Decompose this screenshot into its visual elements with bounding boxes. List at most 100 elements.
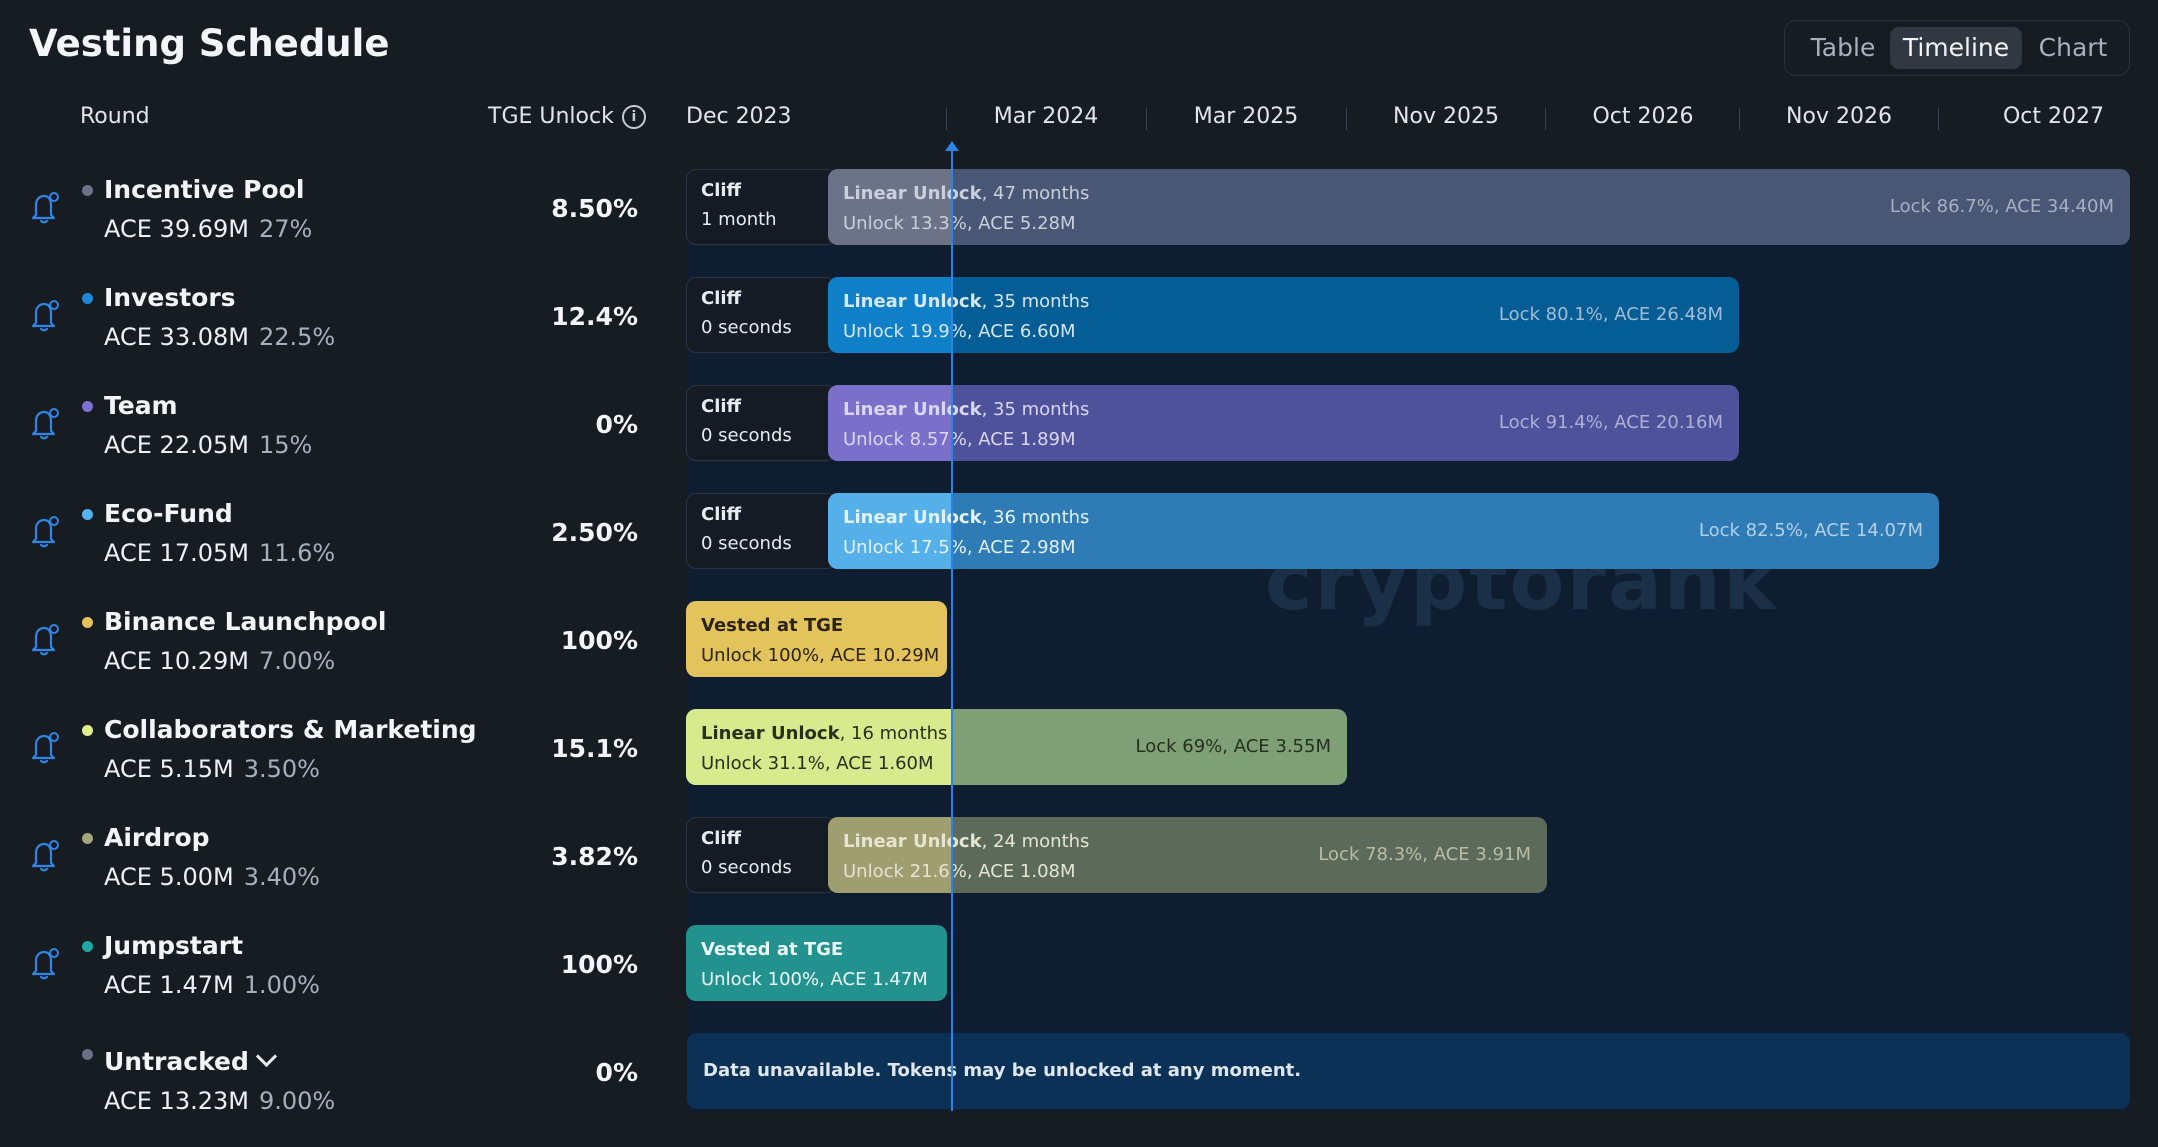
round-name: Binance Launchpool (104, 607, 387, 636)
round-color-dot (82, 617, 93, 628)
chevron-down-icon[interactable] (255, 1045, 277, 1068)
round-amount: ACE 17.05M 11.6% (104, 539, 335, 567)
tab-timeline[interactable]: Timeline (1890, 27, 2022, 69)
linear-unlock-bar[interactable]: Linear Unlock, 35 months Unlock 8.57%, A… (828, 385, 1739, 461)
round-name: Investors (104, 283, 236, 312)
unlock-percent: Unlock 17.5% (843, 537, 967, 558)
unlocked-segment (828, 277, 952, 353)
linear-unlock-bar[interactable]: Linear Unlock, 36 months Unlock 17.5%, A… (828, 493, 1939, 569)
tge-unlock: 8.50% (551, 194, 638, 223)
round-name: Incentive Pool (104, 175, 305, 204)
unlocked-segment (828, 493, 952, 569)
round-name[interactable]: Untracked (104, 1045, 277, 1076)
timeline-tick: Mar 2025 (1193, 104, 1299, 129)
unlock-amount: , ACE 2.98M (966, 537, 1076, 558)
round-color-dot (82, 185, 93, 196)
round-color-dot (82, 941, 93, 952)
unlock-amount: , ACE 6.60M (966, 321, 1076, 342)
round-amount-value: ACE 22.05M (104, 431, 249, 459)
bar-label: Vested at TGE Unlock 100%, ACE 1.47M (701, 935, 928, 995)
tab-table[interactable]: Table (1810, 33, 1876, 62)
vested-at-tge-block[interactable]: Vested at TGE Unlock 100%, ACE 10.29M (686, 601, 947, 677)
linear-title: Linear Unlock (843, 507, 982, 528)
round-amount: ACE 5.15M 3.50% (104, 755, 320, 783)
linear-title: Linear Unlock (843, 831, 982, 852)
vesting-row: Investors ACE 33.08M 22.5% 12.4% Cliff 0 … (0, 277, 2158, 385)
lock-label: Lock 86.7%, ACE 34.40M (1889, 196, 2114, 217)
linear-unlock-bar[interactable]: Linear Unlock, 16 months Unlock 31.1%, A… (686, 709, 1347, 785)
lock-label: Lock 69%, ACE 3.55M (1135, 736, 1332, 757)
bar-label: Linear Unlock, 47 months Unlock 13.3%, A… (843, 179, 1089, 239)
linear-duration: , 36 months (981, 507, 1090, 528)
bell-icon[interactable] (29, 621, 61, 657)
unlock-percent: Unlock 31.1% (701, 753, 825, 774)
tick-separator (1739, 108, 1740, 130)
timeline-tick: Oct 2027 (2002, 104, 2104, 129)
cliff-duration: 0 seconds (701, 425, 792, 446)
column-header-round: Round (80, 104, 150, 129)
linear-duration: , 47 months (981, 183, 1090, 204)
timeline-tick: Oct 2026 (1592, 104, 1694, 129)
cliff-title: Cliff (701, 828, 742, 849)
round-color-dot (82, 401, 93, 412)
unlock-percent: Unlock 8.57% (843, 429, 967, 450)
cliff-title: Cliff (701, 288, 742, 309)
round-amount: ACE 5.00M 3.40% (104, 863, 320, 891)
linear-unlock-bar[interactable]: Linear Unlock, 24 months Unlock 21.6%, A… (828, 817, 1547, 893)
round-name: Team (104, 391, 178, 420)
unlock-amount: , ACE 1.89M (966, 429, 1076, 450)
bell-icon[interactable] (29, 513, 61, 549)
timeline-tick: Mar 2024 (993, 104, 1099, 129)
bell-icon[interactable] (29, 729, 61, 765)
bell-icon[interactable] (29, 297, 61, 333)
timeline-tick: Nov 2025 (1393, 104, 1499, 129)
round-name: Airdrop (104, 823, 210, 852)
cliff-block[interactable]: Cliff 0 seconds (686, 493, 836, 569)
round-name: Collaborators & Marketing (104, 715, 477, 744)
bar-label: Linear Unlock, 35 months Unlock 8.57%, A… (843, 395, 1089, 455)
bell-icon[interactable] (29, 405, 61, 441)
timeline-tick: Nov 2026 (1786, 104, 1892, 129)
current-date-line (951, 148, 953, 1111)
linear-duration: , 35 months (981, 399, 1090, 420)
unlock-percent: Unlock 21.6% (843, 861, 967, 882)
bell-icon[interactable] (29, 945, 61, 981)
bar-label: Vested at TGE Unlock 100%, ACE 10.29M (701, 611, 939, 671)
round-amount: ACE 22.05M 15% (104, 431, 312, 459)
linear-title: Linear Unlock (843, 399, 982, 420)
cliff-block[interactable]: Cliff 0 seconds (686, 385, 836, 461)
vesting-row: Binance Launchpool ACE 10.29M 7.00% 100% … (0, 601, 2158, 709)
cliff-duration: 0 seconds (701, 857, 792, 878)
vesting-row: Incentive Pool ACE 39.69M 27% 8.50% Cliff… (0, 169, 2158, 277)
linear-title: Linear Unlock (701, 723, 840, 744)
bar-label: Linear Unlock, 24 months Unlock 21.6%, A… (843, 827, 1089, 887)
unlocked-segment (828, 169, 952, 245)
unlock-percent: Unlock 13.3% (843, 213, 967, 234)
unlocked-segment (686, 709, 952, 785)
lock-label: Lock 82.5%, ACE 14.07M (1698, 520, 1923, 541)
cliff-duration: 0 seconds (701, 317, 792, 338)
tab-chart[interactable]: Chart (2038, 33, 2108, 62)
linear-unlock-bar[interactable]: Linear Unlock, 35 months Unlock 19.9%, A… (828, 277, 1739, 353)
bar-label: Linear Unlock, 36 months Unlock 17.5%, A… (843, 503, 1089, 563)
linear-unlock-bar[interactable]: Linear Unlock, 47 months Unlock 13.3%, A… (828, 169, 2130, 245)
unlock-amount: , ACE 1.08M (966, 861, 1076, 882)
cliff-block[interactable]: Cliff 0 seconds (686, 277, 836, 353)
cliff-title: Cliff (701, 180, 742, 201)
unlocked-segment (828, 817, 952, 893)
round-share: 15% (258, 431, 313, 459)
vested-at-tge-block[interactable]: Vested at TGE Unlock 100%, ACE 1.47M (686, 925, 947, 1001)
vesting-row: Untracked ACE 13.23M 9.00% 0% Data unavai… (0, 1033, 2158, 1141)
vesting-row: Eco-Fund ACE 17.05M 11.6% 2.50% Cliff 0 s… (0, 493, 2158, 601)
column-header-tge: TGE Unlock i (488, 104, 646, 129)
cliff-block[interactable]: Cliff 1 month (686, 169, 836, 245)
column-header-tge-label: TGE Unlock (488, 104, 614, 129)
timeline-tick: Dec 2023 (686, 104, 792, 129)
tick-separator (1146, 108, 1147, 130)
info-icon[interactable]: i (621, 105, 646, 129)
bell-icon[interactable] (29, 189, 61, 225)
bell-icon[interactable] (29, 837, 61, 873)
cliff-block[interactable]: Cliff 0 seconds (686, 817, 836, 893)
tick-separator (1545, 108, 1546, 130)
round-amount-value: ACE 5.00M (104, 863, 234, 891)
